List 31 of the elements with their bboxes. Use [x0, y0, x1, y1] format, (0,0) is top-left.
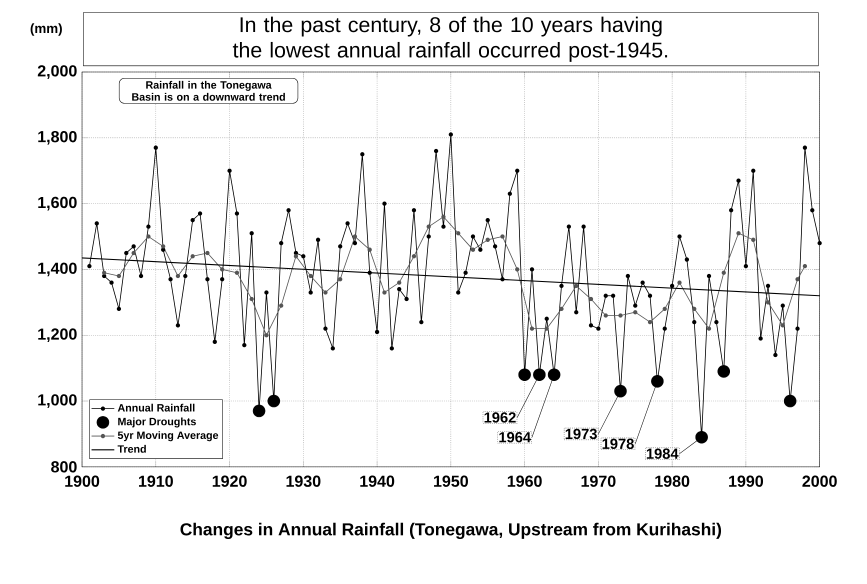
x-tick-label: 1900 — [65, 475, 100, 487]
chart-title: In the past century, 8 of the 10 years having the lowest annual rainfall occurred post-1945. — [232, 16, 668, 62]
x-tick-label: 2000 — [802, 475, 837, 487]
annotation: 1978 — [602, 438, 634, 449]
x-tick-label: 1940 — [360, 475, 394, 487]
y-tick-label: 1,000 — [38, 394, 77, 408]
y-tick-label: 2,000 — [38, 65, 77, 79]
annotation: 1984 — [646, 448, 678, 459]
y-tick-label: 1,800 — [38, 130, 77, 145]
x-tick-label: 1960 — [508, 475, 542, 487]
annotation: Rainfall in the Tonegawa Basin is on a downward trend — [132, 80, 285, 101]
y-tick-label: 800 — [51, 461, 77, 472]
legend-label: Annual Rainfall — [118, 404, 194, 412]
legend-label: Major Droughts — [118, 417, 196, 428]
x-tick-label: 1990 — [729, 475, 764, 487]
y-tick-label: 1,400 — [38, 262, 77, 276]
x-tick-label: 1950 — [434, 475, 468, 487]
legend-label: 5yr Moving Average — [118, 431, 218, 442]
annotation: 1973 — [566, 428, 597, 440]
x-axis-title: Changes in Annual Rainfall (Tonegawa, Upstream from Kurihashi) — [180, 522, 722, 539]
x-tick-label: 1970 — [582, 475, 616, 487]
y-tick-label: 1,200 — [38, 328, 77, 342]
x-tick-label: 1980 — [655, 475, 690, 487]
legend-label: Trend — [118, 444, 146, 453]
y-axis-title: (mm) — [30, 23, 62, 36]
annotation: 1964 — [499, 432, 531, 442]
x-tick-label: 1920 — [212, 475, 247, 487]
y-tick-label: 1,600 — [38, 196, 77, 210]
annotation: 1962 — [484, 412, 516, 423]
x-tick-label: 1930 — [286, 475, 320, 487]
x-tick-label: 1910 — [138, 475, 173, 487]
